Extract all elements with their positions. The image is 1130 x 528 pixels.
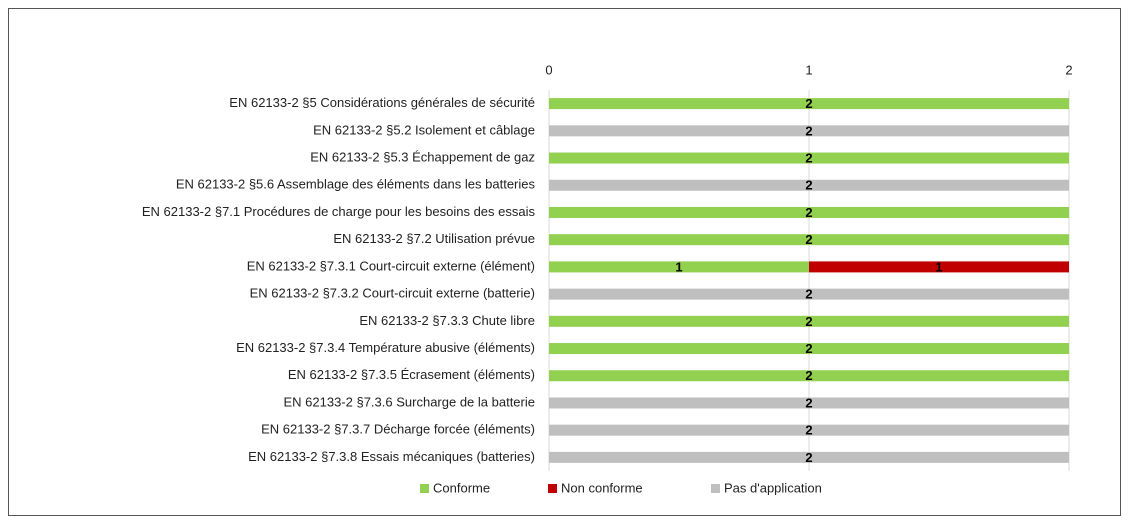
- bar-segment: [549, 206, 1069, 218]
- legend-label: Pas d'application: [724, 480, 822, 495]
- data-label: 2: [805, 423, 812, 438]
- y-tick-label: EN 62133-2 §5 Considérations générales d…: [229, 95, 535, 110]
- legend-swatch: [420, 484, 429, 493]
- data-label: 2: [805, 368, 812, 383]
- y-tick-label: EN 62133-2 §5.2 Isolement et câblage: [313, 122, 535, 137]
- bar-segment: [549, 98, 1069, 110]
- bar-segment: [549, 451, 1069, 463]
- bar-segment: [549, 152, 1069, 164]
- data-label: 2: [805, 205, 812, 220]
- y-tick-label: EN 62133-2 §7.3.2 Court-circuit externe …: [250, 286, 535, 301]
- data-label: 2: [805, 178, 812, 193]
- data-label: 2: [805, 96, 812, 111]
- data-label: 2: [805, 341, 812, 356]
- x-tick-label: 2: [1065, 62, 1072, 77]
- data-label: 2: [805, 150, 812, 165]
- bar-segment: [549, 315, 1069, 327]
- x-tick-label: 1: [805, 62, 812, 77]
- data-label: 2: [805, 314, 812, 329]
- bar-segment: [549, 424, 1069, 436]
- data-label: 2: [805, 232, 812, 247]
- x-tick-label: 0: [545, 62, 552, 77]
- legend-label: Non conforme: [561, 480, 643, 495]
- data-label: 2: [805, 123, 812, 138]
- bar-segment: [809, 261, 1069, 273]
- y-tick-label: EN 62133-2 §7.3.1 Court-circuit externe …: [247, 258, 535, 273]
- y-tick-label: EN 62133-2 §7.3.3 Chute libre: [359, 313, 535, 328]
- y-tick-label: EN 62133-2 §7.3.8 Essais mécaniques (bat…: [248, 449, 535, 464]
- y-tick-label: EN 62133-2 §5.3 Échappement de gaz: [310, 149, 535, 164]
- y-tick-label: EN 62133-2 §7.3.5 Écrasement (éléments): [288, 367, 535, 382]
- bar-segment: [549, 397, 1069, 409]
- y-tick-label: EN 62133-2 §7.3.7 Décharge forcée (éléme…: [261, 422, 535, 437]
- y-tick-label: EN 62133-2 §5.6 Assemblage des éléments …: [176, 177, 536, 192]
- data-label: 2: [805, 450, 812, 465]
- data-label: 2: [805, 287, 812, 302]
- data-label: 1: [675, 259, 682, 274]
- bar-segment: [549, 125, 1069, 137]
- y-tick-label: EN 62133-2 §7.3.4 Température abusive (é…: [236, 340, 535, 355]
- legend-swatch: [548, 484, 557, 493]
- bar-segment: [549, 179, 1069, 191]
- data-label: 2: [805, 395, 812, 410]
- data-label: 1: [935, 259, 942, 274]
- legend-label: Conforme: [433, 480, 490, 495]
- legend-swatch: [711, 484, 720, 493]
- bar-segment: [549, 288, 1069, 300]
- bar-segment: [549, 370, 1069, 382]
- y-tick-label: EN 62133-2 §7.2 Utilisation prévue: [333, 231, 535, 246]
- bar-segment: [549, 261, 809, 273]
- y-tick-label: EN 62133-2 §7.1 Procédures de charge pou…: [142, 204, 536, 219]
- bar-segment: [549, 234, 1069, 246]
- bar-segment: [549, 343, 1069, 355]
- y-tick-label: EN 62133-2 §7.3.6 Surcharge de la batter…: [283, 394, 535, 409]
